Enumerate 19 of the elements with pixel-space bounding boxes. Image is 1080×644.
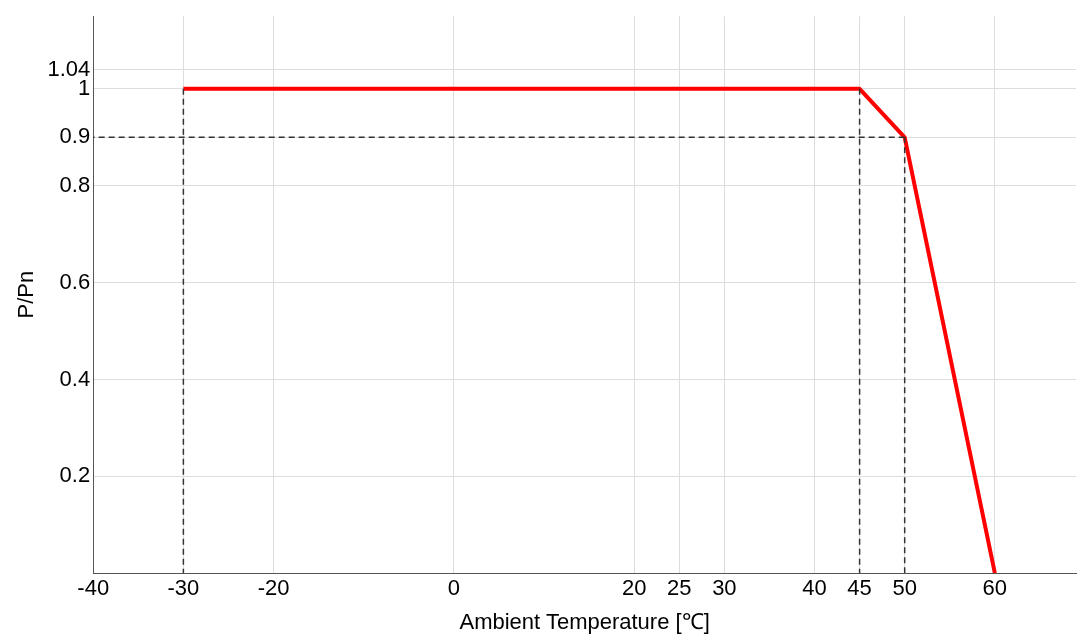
y-tick-label: 0.4: [59, 365, 91, 391]
y-tick-label: 0.2: [59, 462, 91, 488]
x-tick-label: 50: [892, 575, 917, 601]
x-tick-label: 20: [621, 575, 647, 601]
y-tick-label: 1.04: [47, 55, 91, 81]
x-tick-label: 25: [667, 575, 692, 601]
x-tick-label: 30: [712, 575, 737, 601]
y-axis-title: P/Pn: [13, 270, 39, 319]
x-tick-label: -30: [167, 575, 200, 601]
x-tick-label: 40: [802, 575, 827, 601]
x-tick-label: -20: [257, 575, 290, 601]
x-tick-label: -40: [77, 575, 110, 601]
x-axis-title: Ambient Temperature [℃]: [459, 608, 710, 634]
y-tick-label: 0.9: [59, 123, 91, 149]
y-tick-label: 0.6: [59, 268, 91, 294]
x-tick-label: 60: [982, 575, 1008, 601]
x-tick-label: 0: [447, 575, 460, 601]
x-tick-label: 45: [847, 575, 872, 601]
y-tick-label: 0.8: [59, 171, 91, 197]
